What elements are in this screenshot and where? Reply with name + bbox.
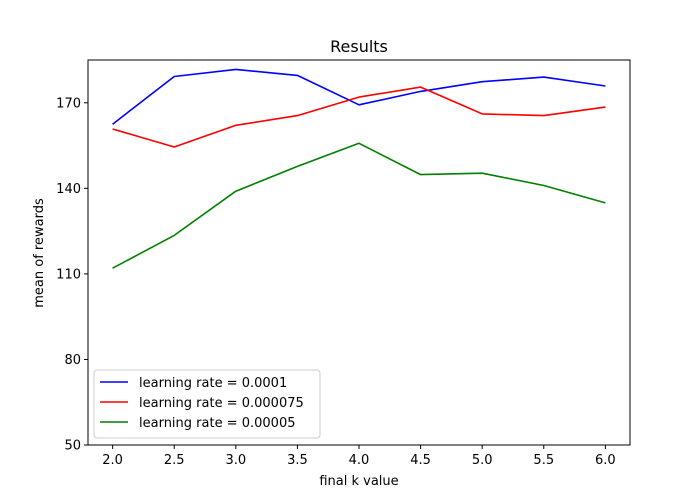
legend-label-2: learning rate = 0.000075 xyxy=(139,396,304,411)
x-tick-label: 2.5 xyxy=(164,453,185,468)
legend: learning rate = 0.0001 learning rate = 0.… xyxy=(93,369,321,439)
legend-label-3: learning rate = 0.00005 xyxy=(139,416,296,431)
x-tick-label: 3.0 xyxy=(225,453,246,468)
y-tick-label: 80 xyxy=(64,353,81,368)
y-tick-label: 50 xyxy=(64,439,81,454)
y-tick-label: 110 xyxy=(56,267,81,282)
series-line-2 xyxy=(112,86,606,148)
x-tick-label: 6.0 xyxy=(595,453,616,468)
x-tick-label: 2.0 xyxy=(102,453,123,468)
chart-title: Results xyxy=(330,37,388,56)
y-tick-label: 140 xyxy=(56,182,81,197)
x-tick-label: 5.5 xyxy=(533,453,554,468)
x-tick-label: 3.5 xyxy=(287,453,308,468)
legend-box xyxy=(93,369,321,439)
x-tick-label: 4.5 xyxy=(410,453,431,468)
plot-lines xyxy=(112,68,606,269)
y-tick-label: 170 xyxy=(56,96,81,111)
x-tick-label: 5.0 xyxy=(472,453,493,468)
axes: 2.0 2.5 3.0 3.5 4.0 4.5 5.0 5.5 6.0 50 80 110 140 170 xyxy=(56,59,631,468)
x-tick-label: 4.0 xyxy=(349,453,370,468)
y-axis-label: mean of rewards xyxy=(32,198,47,308)
series-line-1 xyxy=(112,68,606,125)
x-axis-label: final k value xyxy=(319,474,398,489)
legend-label-1: learning rate = 0.0001 xyxy=(139,376,287,391)
series-line-3 xyxy=(112,142,606,269)
